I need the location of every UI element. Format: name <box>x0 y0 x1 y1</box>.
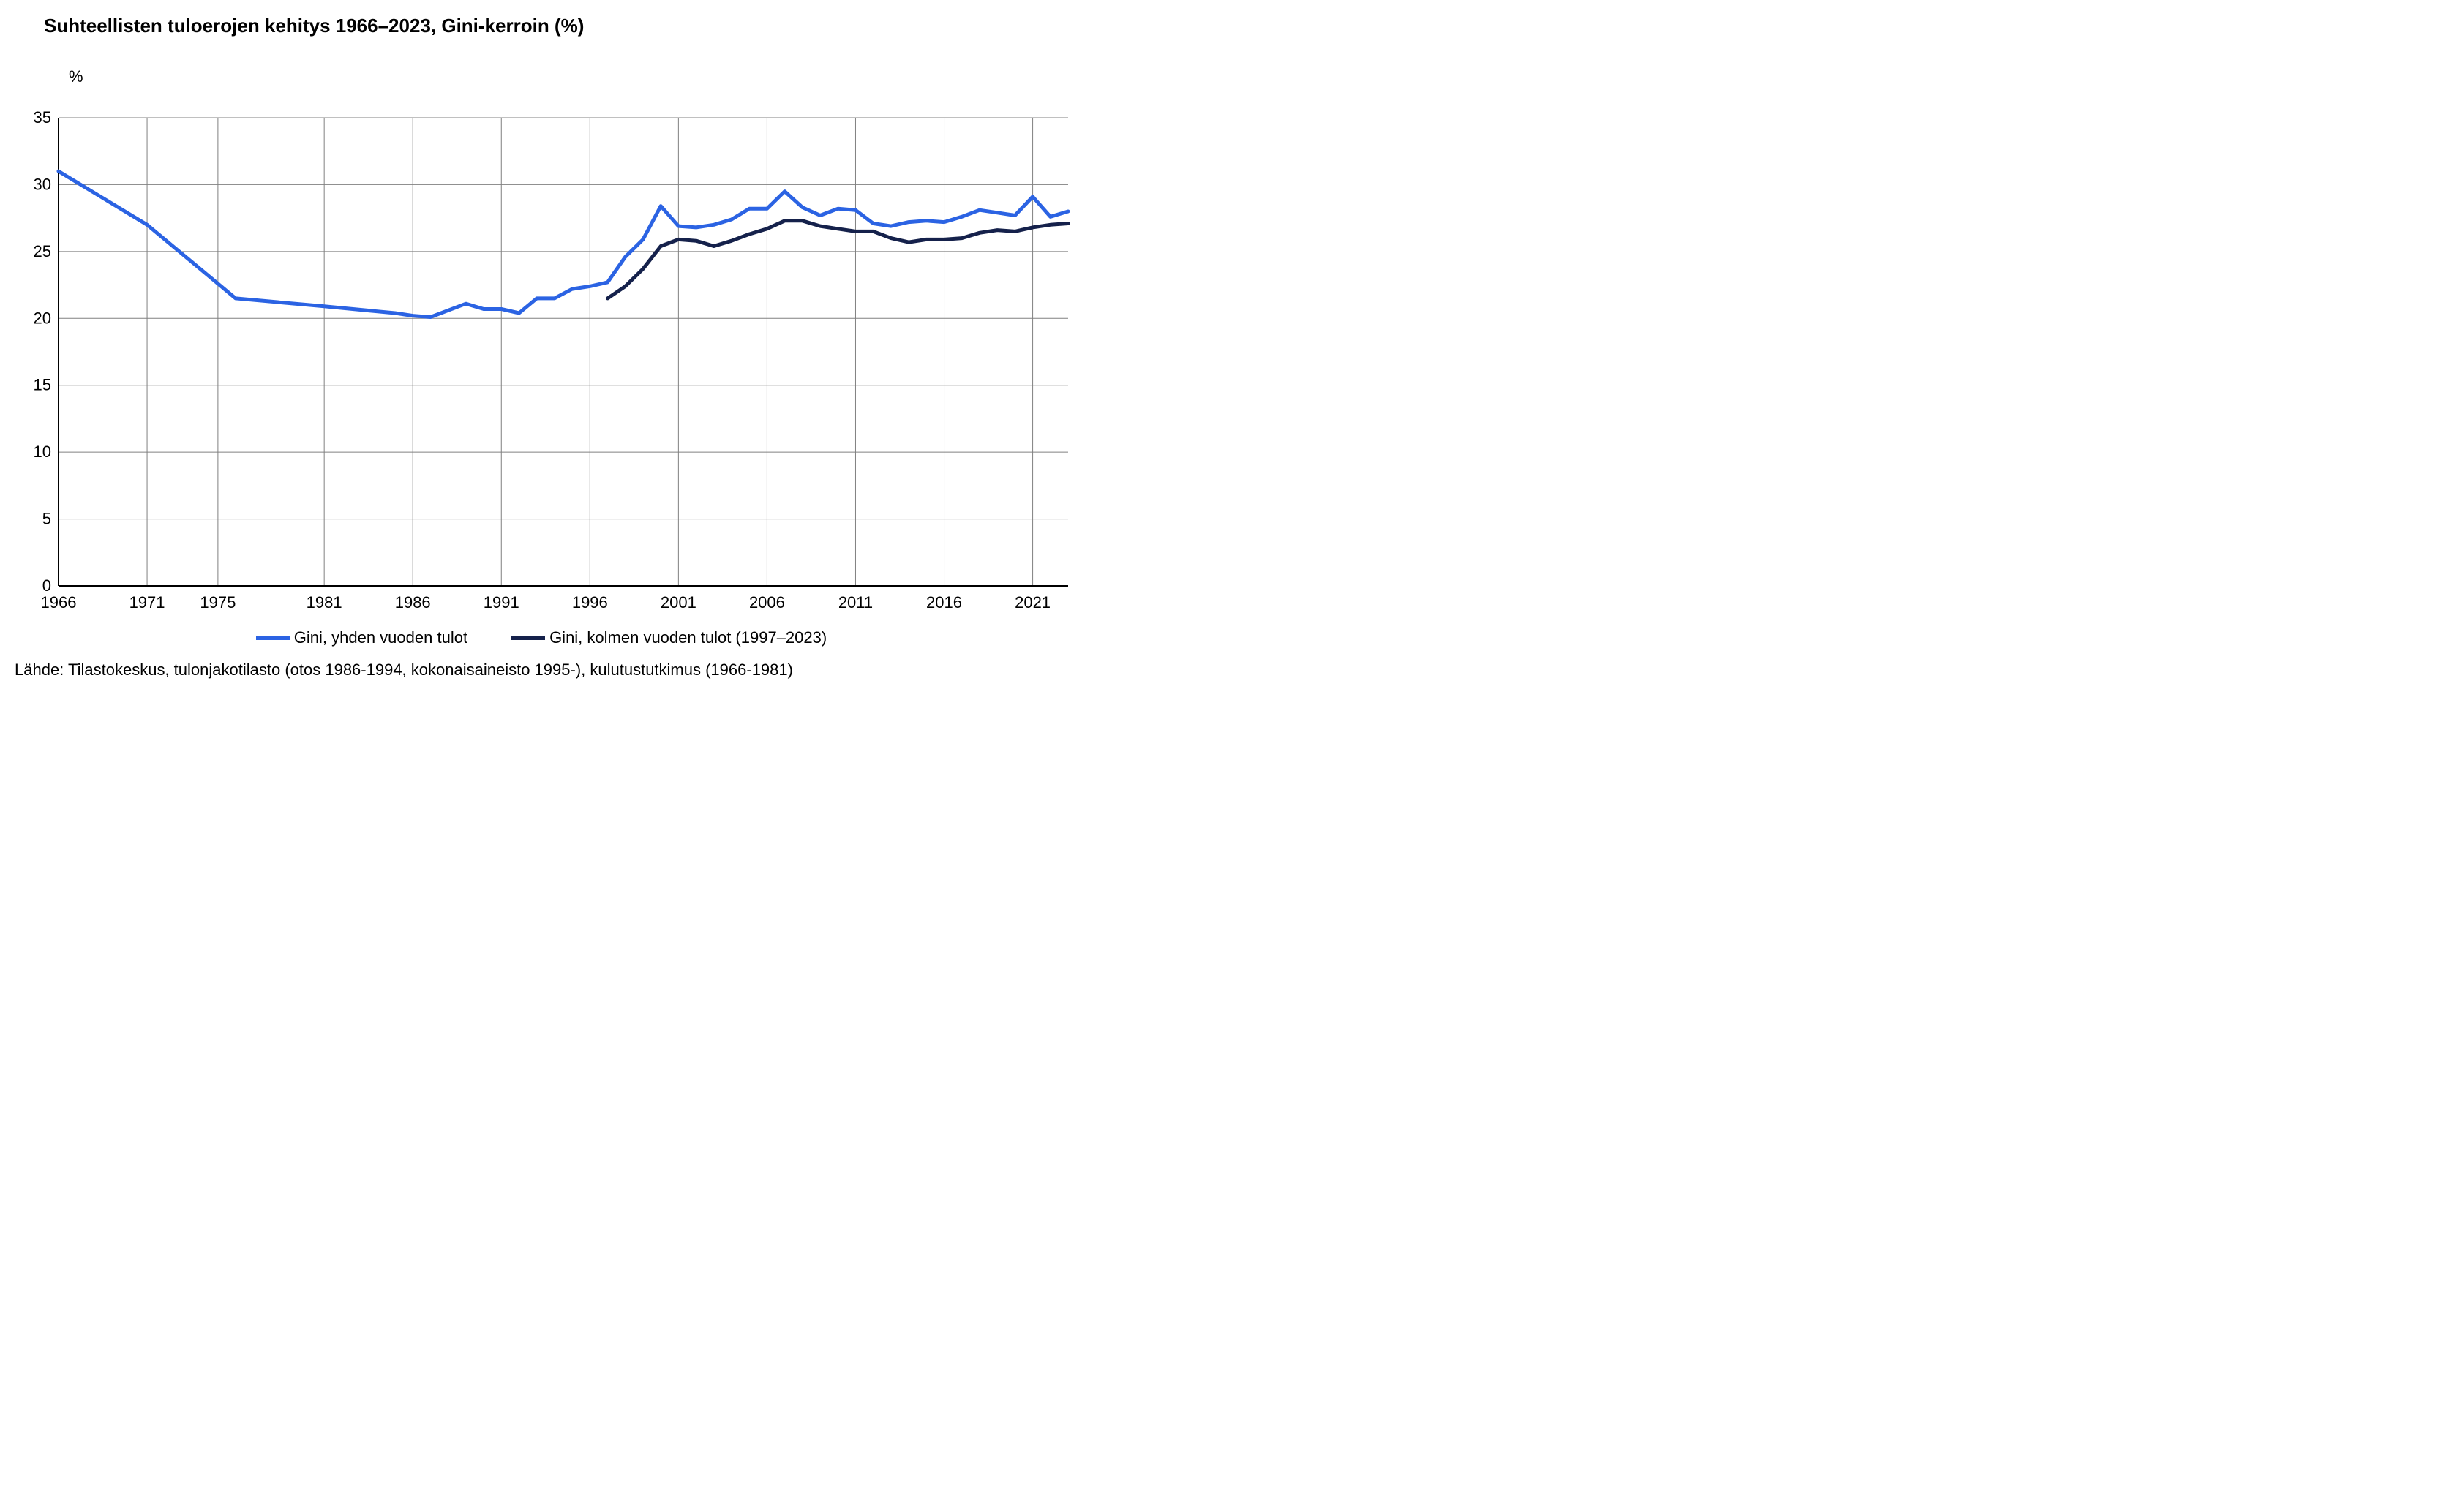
svg-text:1991: 1991 <box>484 593 519 611</box>
svg-text:2011: 2011 <box>838 593 873 611</box>
svg-text:1986: 1986 <box>395 593 431 611</box>
svg-text:30: 30 <box>34 175 51 193</box>
chart-container: Suhteellisten tuloerojen kehitys 1966–20… <box>0 0 1083 702</box>
svg-text:10: 10 <box>34 443 51 461</box>
legend-item-1: Gini, yhden vuoden tulot <box>256 628 467 647</box>
svg-text:15: 15 <box>34 376 51 394</box>
svg-text:35: 35 <box>34 108 51 127</box>
legend: Gini, yhden vuoden tulot Gini, kolmen vu… <box>15 628 1068 647</box>
y-axis-unit-label: % <box>69 67 83 86</box>
svg-text:2001: 2001 <box>661 593 696 611</box>
line-chart: 0 5 10 15 20 25 30 35 1966 1971 1975 1981 1986 1991 19… <box>15 37 1083 622</box>
legend-label-2: Gini, kolmen vuoden tulot (1997–2023) <box>549 628 827 647</box>
svg-text:1975: 1975 <box>200 593 236 611</box>
legend-swatch-1 <box>256 636 290 640</box>
svg-text:25: 25 <box>34 242 51 260</box>
svg-text:5: 5 <box>42 510 51 528</box>
svg-text:0: 0 <box>42 576 51 595</box>
svg-text:20: 20 <box>34 309 51 327</box>
svg-text:2006: 2006 <box>749 593 785 611</box>
svg-text:1971: 1971 <box>129 593 165 611</box>
chart-title: Suhteellisten tuloerojen kehitys 1966–20… <box>44 15 1068 37</box>
legend-item-2: Gini, kolmen vuoden tulot (1997–2023) <box>511 628 827 647</box>
svg-text:1981: 1981 <box>307 593 342 611</box>
svg-text:1996: 1996 <box>572 593 608 611</box>
svg-text:1966: 1966 <box>41 593 77 611</box>
legend-swatch-2 <box>511 636 545 640</box>
legend-label-1: Gini, yhden vuoden tulot <box>294 628 467 647</box>
source-text: Lähde: Tilastokeskus, tulonjakotilasto (… <box>15 661 1068 680</box>
svg-text:2021: 2021 <box>1015 593 1051 611</box>
svg-text:2016: 2016 <box>926 593 962 611</box>
